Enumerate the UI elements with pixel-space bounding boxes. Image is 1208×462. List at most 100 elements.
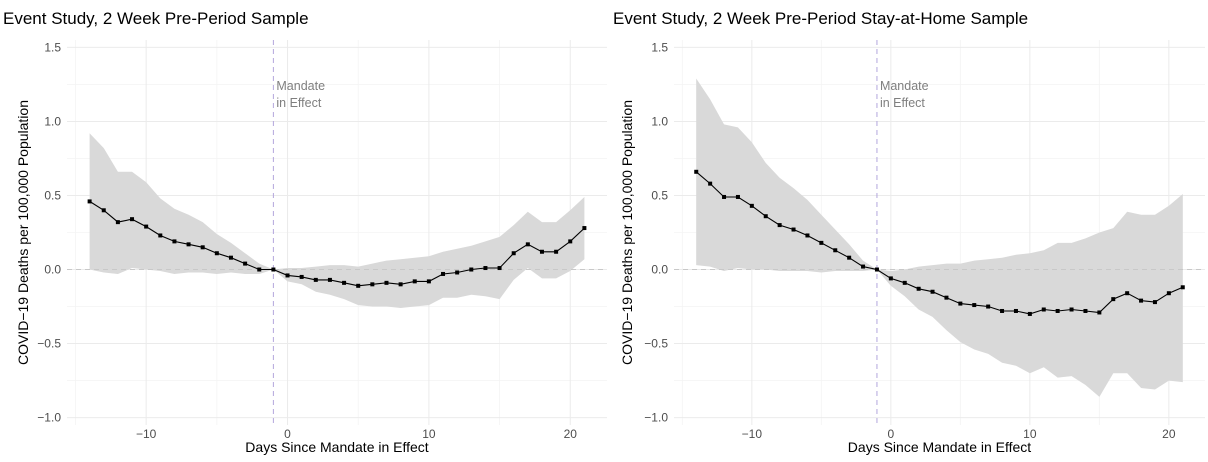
estimate-point [972, 303, 977, 308]
estimate-point [200, 245, 205, 250]
estimate-point [130, 217, 135, 222]
y-tick-label: 1.5 [651, 40, 668, 54]
estimate-point [455, 270, 460, 275]
x-axis-label: Days Since Mandate in Effect [848, 439, 1032, 455]
estimate-point [327, 277, 332, 282]
estimate-point [722, 194, 727, 199]
y-tick-label: 1.0 [44, 114, 61, 128]
estimate-point [313, 277, 318, 282]
estimate-point [735, 194, 740, 199]
estimate-point [1083, 308, 1088, 313]
panel-right: Mandate in Effect −10 0 10 20 1.5 1.0 0.5 0.0 −0.5… [613, 9, 1205, 455]
estimate-point [1027, 311, 1032, 316]
y-tick-label: 0.0 [651, 263, 668, 277]
estimate-line [695, 171, 1184, 315]
estimate-point [370, 282, 375, 287]
estimate-point [342, 280, 347, 285]
estimate-point [1166, 291, 1171, 296]
x-tick-label: 0 [284, 427, 291, 441]
y-axis-label: COVID−19 Deaths per 100,000 Population [619, 100, 635, 365]
estimate-point [525, 242, 530, 247]
x-axis-label: Days Since Mandate in Effect [245, 439, 429, 455]
estimate-point [777, 223, 782, 228]
y-tick-label: 0.5 [44, 188, 61, 202]
x-tick-label: 20 [1162, 427, 1176, 441]
mandate-annotation-text: in Effect [276, 96, 321, 110]
confidence-band [696, 78, 1183, 397]
estimate-point [384, 280, 389, 285]
estimate-point [805, 233, 810, 238]
estimate-point [101, 208, 106, 213]
x-tick-label: −10 [136, 427, 157, 441]
y-tick-label: 1.0 [651, 114, 668, 128]
estimate-point [1111, 297, 1116, 302]
mandate-annotation-text: in Effect [880, 96, 925, 110]
y-tick-label: −1.0 [37, 411, 61, 425]
estimate-point [791, 227, 796, 232]
estimate-point [1125, 291, 1130, 296]
estimate-point [115, 220, 120, 225]
estimate-point [958, 301, 963, 306]
estimate-point [214, 251, 219, 256]
estimate-point [144, 224, 149, 229]
mandate-annotation-text: Mandate [880, 79, 929, 93]
y-tick-label: 0.0 [44, 263, 61, 277]
mandate-annotation-text: Mandate [276, 79, 325, 93]
estimate-point [708, 181, 713, 186]
estimate-point [1152, 300, 1157, 305]
estimate-point [847, 255, 852, 260]
estimate-point [916, 286, 921, 291]
estimate-point [902, 280, 907, 285]
estimate-point [944, 295, 949, 300]
x-tick-label: 10 [422, 427, 436, 441]
y-tick-label: −0.5 [644, 337, 668, 351]
estimate-point [930, 289, 935, 294]
y-axis-label: COVID−19 Deaths per 100,000 Population [15, 100, 31, 365]
estimate-point [469, 267, 474, 272]
y-tick-label: −0.5 [37, 337, 61, 351]
estimate-point [1041, 307, 1046, 312]
estimate-point [888, 276, 893, 281]
chart-title: Event Study, 2 Week Pre-Period Stay-at-H… [613, 9, 1028, 28]
estimate-point [186, 242, 191, 247]
estimate-point [398, 282, 403, 287]
estimate-point [986, 304, 991, 309]
chart-title: Event Study, 2 Week Pre-Period Sample [3, 9, 309, 28]
estimate-point [412, 279, 417, 284]
estimate-point [285, 273, 290, 278]
estimate-point [497, 266, 502, 271]
estimate-point [1013, 308, 1018, 313]
estimate-point [271, 267, 276, 272]
estimate-point [833, 248, 838, 253]
y-tick-label: −1.0 [644, 411, 668, 425]
estimate-point [539, 249, 544, 254]
estimate-point [819, 240, 824, 245]
estimate-point [511, 251, 516, 256]
estimate-point [861, 264, 866, 269]
estimate-point [299, 274, 304, 279]
estimate-point [172, 239, 177, 244]
estimate-point [1139, 298, 1144, 303]
x-tick-label: −10 [742, 427, 763, 441]
estimate-point [874, 267, 879, 272]
estimate-point [1055, 308, 1060, 313]
estimate-point [694, 169, 699, 174]
estimate-point [1000, 308, 1005, 313]
estimate-point [483, 266, 488, 271]
estimate-point [257, 267, 262, 272]
estimate-point [87, 199, 92, 204]
panel-left: Mandate in Effect −10 0 10 20 1.5 1.0 0.5 0.0 −0.5… [3, 9, 607, 455]
estimate-point [158, 233, 163, 238]
estimate-point [582, 226, 587, 231]
estimate-point [763, 214, 768, 219]
y-tick-label: 0.5 [651, 188, 668, 202]
estimate-line [89, 200, 585, 287]
estimate-point [554, 249, 559, 254]
estimate-point [1069, 307, 1074, 312]
estimate-point [1097, 310, 1102, 315]
estimate-point [568, 239, 573, 244]
x-tick-label: 20 [564, 427, 578, 441]
estimate-point [356, 283, 361, 288]
